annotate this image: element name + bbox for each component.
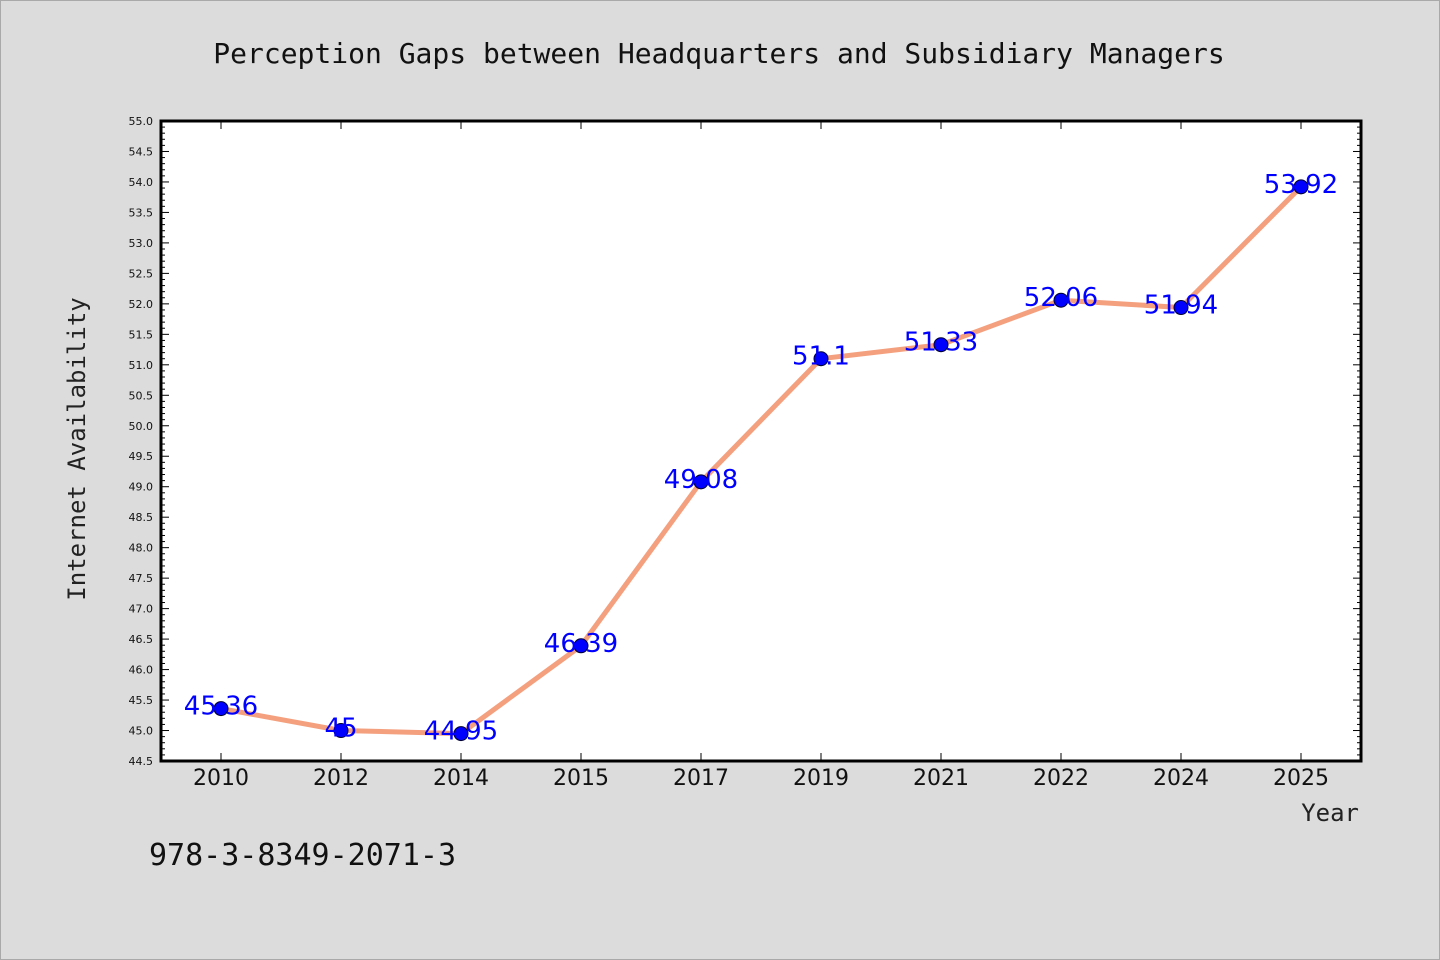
- y-axis: 44.5 45.0 45.5 46.0 46.5 47.0 47.5 48.0 48.5 49.0…: [129, 115, 1361, 768]
- x-tick-label: 2025: [1273, 766, 1329, 791]
- data-point: [213, 701, 229, 717]
- data-point: [1173, 300, 1189, 316]
- y-tick-label: 49.0: [129, 481, 154, 494]
- x-tick-label: 2022: [1033, 766, 1089, 791]
- y-tick-label: 48.5: [129, 511, 154, 524]
- x-axis: 2010 2012 2014 2015 2017 2019 2021 2022 2024 2025: [193, 121, 1329, 791]
- y-tick-label: 54.5: [129, 145, 154, 158]
- data-label: 52.06: [1024, 283, 1098, 313]
- data-label: 49.08: [664, 465, 738, 495]
- data-point: [813, 351, 829, 367]
- data-point: [693, 474, 709, 490]
- x-axis-label: Year: [1301, 799, 1359, 827]
- data-label: 51.1: [792, 342, 850, 372]
- y-tick-label: 45.0: [129, 725, 154, 738]
- data-point: [573, 638, 589, 654]
- y-tick-label: 54.0: [129, 176, 154, 189]
- x-tick-label: 2024: [1153, 766, 1209, 791]
- data-label: 53.92: [1264, 170, 1338, 200]
- y-tick-label: 46.0: [129, 664, 154, 677]
- data-labels: 45.36 45 44.95 46.39 49.08 51.1 51.33 52.06 51.9…: [184, 170, 1338, 747]
- y-tick-label: 55.0: [129, 115, 154, 128]
- plot-area: [159, 119, 1363, 763]
- y-tick-label: 53.0: [129, 237, 154, 250]
- y-tick-label: 47.0: [129, 603, 154, 616]
- y-tick-label: 52.0: [129, 298, 154, 311]
- y-tick-label: 53.5: [129, 206, 154, 219]
- data-point: [333, 723, 349, 739]
- x-tick-label: 2010: [193, 766, 249, 791]
- data-label: 45.36: [184, 692, 258, 722]
- data-label: 46.39: [544, 629, 618, 659]
- y-tick-label: 52.5: [129, 267, 154, 280]
- x-tick-label: 2021: [913, 766, 969, 791]
- data-label: 51.94: [1144, 291, 1218, 321]
- data-label: 44.95: [424, 717, 498, 747]
- data-point: [453, 726, 469, 742]
- x-tick-label: 2019: [793, 766, 849, 791]
- series-line: [218, 184, 1304, 737]
- y-axis-label: Internet Availability: [63, 297, 91, 600]
- y-tick-label: 47.5: [129, 572, 154, 585]
- y-tick-label: 44.5: [129, 755, 154, 768]
- data-point: [1293, 179, 1309, 195]
- y-tick-label: 51.5: [129, 328, 154, 341]
- y-tick-label: 50.0: [129, 420, 154, 433]
- data-label: 51.33: [904, 328, 978, 358]
- y-tick-label: 48.0: [129, 542, 154, 555]
- isbn-annotation: 978-3-8349-2071-3: [149, 838, 456, 873]
- chart-title: Perception Gaps between Headquarters and…: [213, 37, 1224, 70]
- x-tick-label: 2014: [433, 766, 489, 791]
- y-tick-label: 45.5: [129, 694, 154, 707]
- x-tick-label: 2012: [313, 766, 369, 791]
- y-tick-label: 51.0: [129, 359, 154, 372]
- data-label: 45: [324, 714, 357, 744]
- data-point: [933, 337, 949, 353]
- x-tick-label: 2015: [553, 766, 609, 791]
- y-tick-label: 50.5: [129, 389, 154, 402]
- x-tick-label: 2017: [673, 766, 729, 791]
- data-point: [1053, 292, 1069, 308]
- y-tick-label: 46.5: [129, 633, 154, 646]
- series-line-group: [213, 179, 1309, 742]
- y-tick-label: 49.5: [129, 450, 154, 463]
